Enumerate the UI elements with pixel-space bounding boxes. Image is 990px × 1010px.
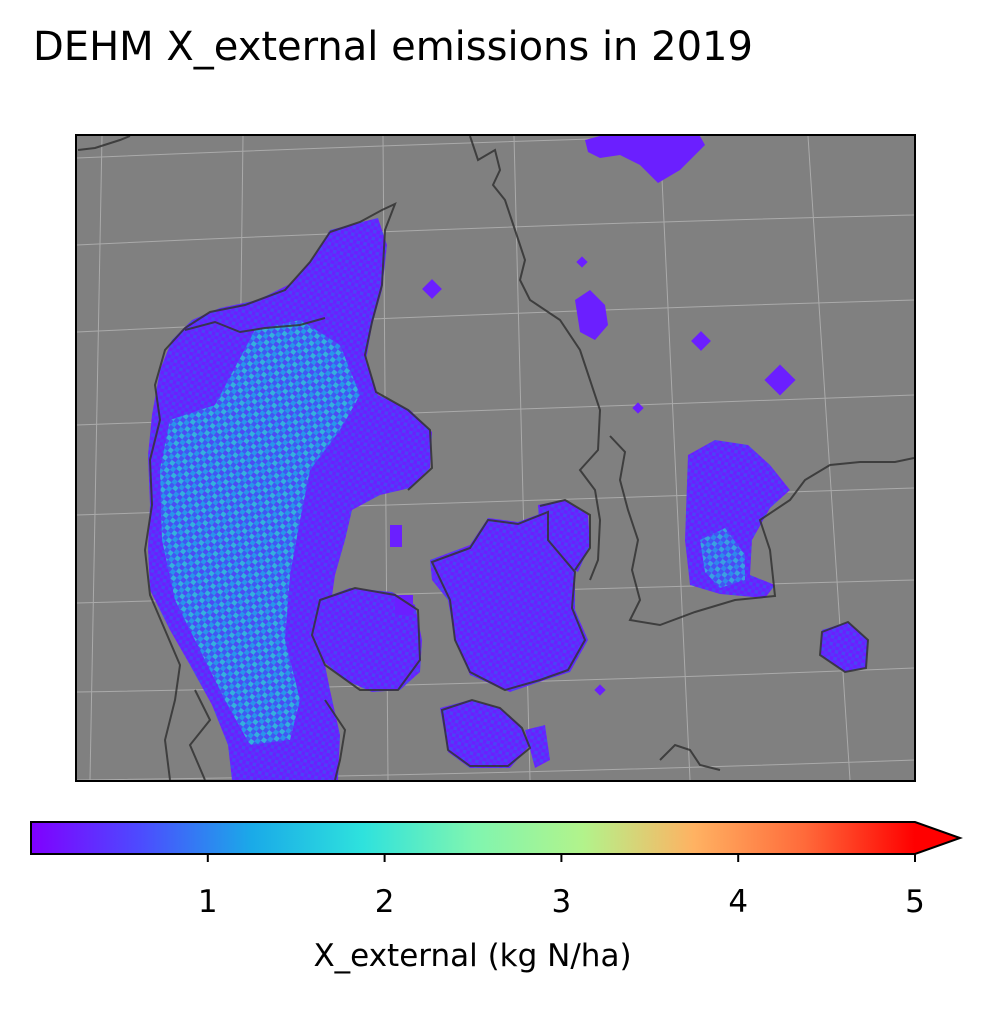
region-gothenburg xyxy=(575,290,608,340)
region-jutland-high xyxy=(160,320,360,745)
colorbar-tick-label: 1 xyxy=(198,884,218,920)
region-norway-coast xyxy=(585,136,705,183)
emission-map xyxy=(77,136,914,780)
colorbar-label: X_external (kg N/ha) xyxy=(313,938,632,974)
colorbar: 1 2 3 4 5 xyxy=(30,821,963,920)
region-bornholm xyxy=(820,622,868,672)
region-funen xyxy=(310,588,422,692)
colorbar-tick-label: 3 xyxy=(552,884,572,920)
map-panel xyxy=(75,134,916,782)
colorbar-gradient xyxy=(31,822,915,854)
colorbar-outline xyxy=(30,821,963,855)
region-lolland xyxy=(440,700,530,768)
coastlines xyxy=(77,136,914,780)
colorbar-tick-label: 5 xyxy=(905,884,925,920)
colorbar-ticks: 1 2 3 4 5 xyxy=(198,854,925,920)
region-zealand xyxy=(430,512,588,692)
colorbar-extend-arrow xyxy=(915,822,960,854)
colorbar-tick-label: 4 xyxy=(728,884,748,920)
region-skane-high xyxy=(700,528,745,588)
region-zealand-north xyxy=(538,500,590,572)
region-falster xyxy=(525,725,550,768)
colorbar-tick-label: 2 xyxy=(375,884,395,920)
map-title: DEHM X_external emissions in 2019 xyxy=(33,24,753,70)
emission-field xyxy=(148,136,868,780)
